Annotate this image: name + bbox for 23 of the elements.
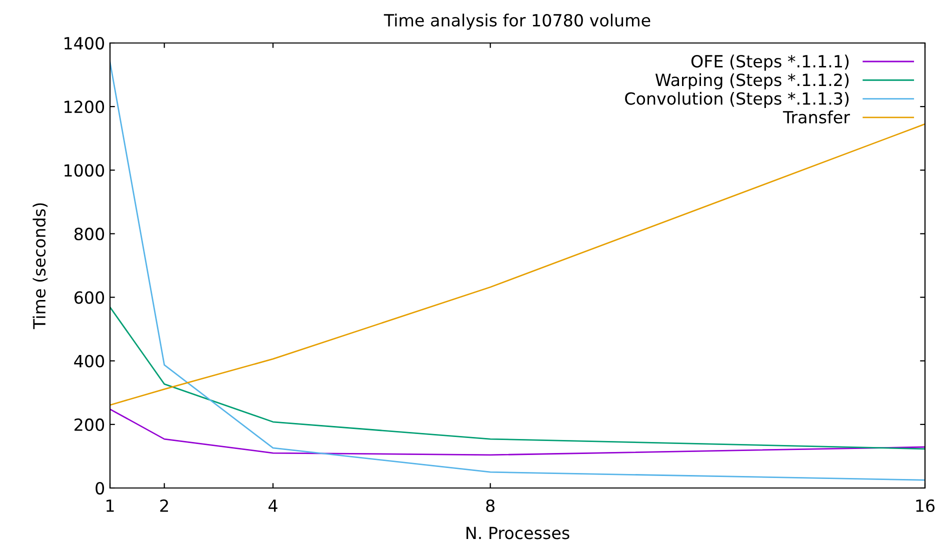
y-tick-label: 600 bbox=[74, 291, 104, 304]
y-tick-label: 0 bbox=[96, 482, 104, 495]
x-tick-label: 8 bbox=[486, 499, 494, 512]
y-tick-label: 1000 bbox=[64, 164, 104, 177]
legend-label: OFE (Steps *.1.1.1) bbox=[691, 54, 849, 71]
line-series bbox=[110, 306, 925, 450]
y-tick-label: 1200 bbox=[64, 100, 104, 114]
line-series bbox=[110, 408, 925, 456]
y-tick-label: 1400 bbox=[64, 36, 104, 50]
y-tick-label: 400 bbox=[74, 354, 104, 368]
y-tick-label: 800 bbox=[74, 228, 104, 240]
chart-title: Time analysis for 10780 volume bbox=[384, 14, 650, 30]
x-axis-title: N. Processes bbox=[466, 526, 570, 540]
x-tick-label: 4 bbox=[268, 500, 278, 512]
line-series bbox=[110, 123, 925, 406]
legend-label: Convolution (Steps *.1.1.3) bbox=[625, 92, 849, 108]
legend-label: Transfer bbox=[782, 110, 850, 124]
x-tick-label: 1 bbox=[106, 500, 114, 512]
legend-label: Warping (Steps *.1.1.2) bbox=[655, 73, 849, 90]
x-tick-label: 2 bbox=[160, 499, 168, 512]
y-tick-label: 200 bbox=[74, 418, 104, 431]
y-axis-title: Time (seconds) bbox=[32, 203, 48, 330]
x-tick-label: 16 bbox=[916, 499, 935, 512]
